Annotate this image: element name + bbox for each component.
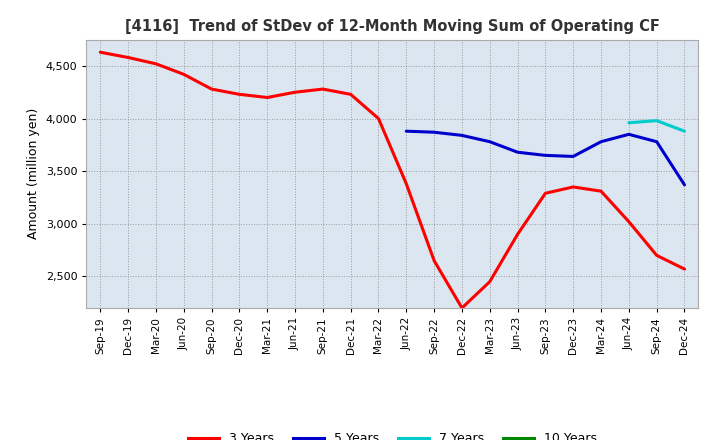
3 Years bbox=[652, 253, 661, 258]
Y-axis label: Amount (million yen): Amount (million yen) bbox=[27, 108, 40, 239]
5 Years bbox=[597, 139, 606, 144]
3 Years bbox=[346, 92, 355, 97]
3 Years bbox=[513, 232, 522, 237]
3 Years bbox=[124, 55, 132, 60]
7 Years bbox=[624, 120, 633, 125]
Title: [4116]  Trend of StDev of 12-Month Moving Sum of Operating CF: [4116] Trend of StDev of 12-Month Moving… bbox=[125, 19, 660, 34]
7 Years bbox=[680, 128, 689, 134]
3 Years bbox=[430, 258, 438, 263]
3 Years bbox=[402, 181, 410, 187]
5 Years bbox=[430, 130, 438, 135]
5 Years bbox=[652, 139, 661, 144]
3 Years bbox=[96, 50, 104, 55]
3 Years bbox=[152, 61, 161, 66]
5 Years bbox=[624, 132, 633, 137]
Line: 7 Years: 7 Years bbox=[629, 121, 685, 131]
3 Years bbox=[291, 90, 300, 95]
5 Years bbox=[541, 153, 550, 158]
5 Years bbox=[569, 154, 577, 159]
3 Years bbox=[541, 191, 550, 196]
7 Years bbox=[652, 118, 661, 123]
5 Years bbox=[513, 150, 522, 155]
5 Years bbox=[402, 128, 410, 134]
3 Years bbox=[597, 188, 606, 194]
3 Years bbox=[318, 86, 327, 92]
5 Years bbox=[485, 139, 494, 144]
3 Years bbox=[569, 184, 577, 190]
Line: 5 Years: 5 Years bbox=[406, 131, 685, 185]
3 Years bbox=[680, 266, 689, 271]
3 Years bbox=[458, 305, 467, 311]
Line: 3 Years: 3 Years bbox=[100, 52, 685, 308]
3 Years bbox=[179, 72, 188, 77]
3 Years bbox=[235, 92, 243, 97]
5 Years bbox=[458, 133, 467, 138]
3 Years bbox=[263, 95, 271, 100]
3 Years bbox=[485, 279, 494, 284]
Legend: 3 Years, 5 Years, 7 Years, 10 Years: 3 Years, 5 Years, 7 Years, 10 Years bbox=[183, 427, 602, 440]
5 Years bbox=[680, 182, 689, 187]
3 Years bbox=[374, 116, 383, 121]
3 Years bbox=[624, 219, 633, 224]
3 Years bbox=[207, 86, 216, 92]
